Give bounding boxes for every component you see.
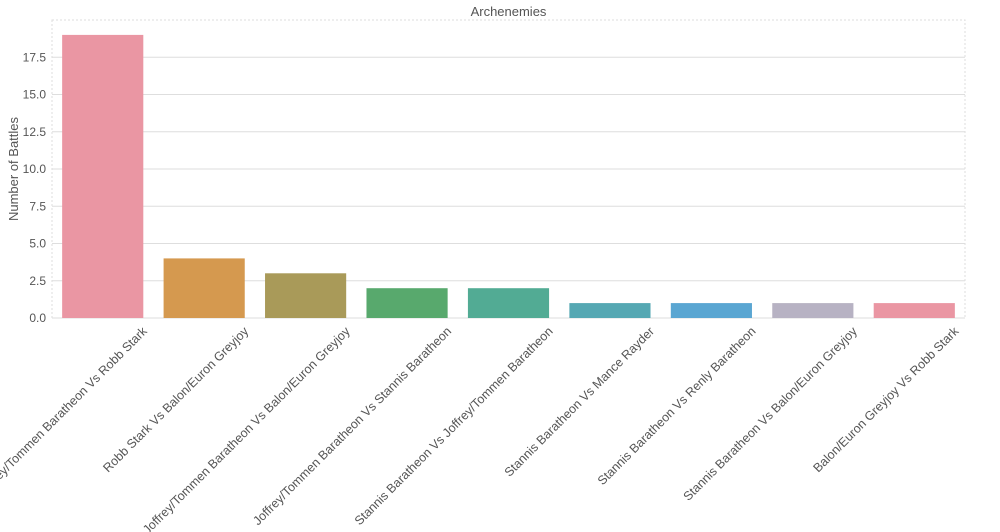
y-axis-ticks: 0.0 2.5 5.0 7.5 10.0 12.5 15.0 17.5 bbox=[23, 50, 47, 325]
x-axis-ticks: Joffrey/Tommen Baratheon Vs Robb StarkRo… bbox=[0, 324, 962, 532]
x-tick-label: Stannis Baratheon Vs Renly Baratheon bbox=[595, 324, 759, 488]
x-tick-label: Stannis Baratheon Vs Balon/Euron Greyjoy bbox=[681, 324, 861, 504]
y-tick-label: 5.0 bbox=[29, 237, 46, 251]
bar bbox=[62, 34, 144, 319]
x-tick-label: Stannis Baratheon Vs Joffrey/Tommen Bara… bbox=[352, 324, 556, 528]
bar bbox=[163, 258, 245, 318]
bar bbox=[467, 288, 550, 318]
y-tick-label: 0.0 bbox=[29, 311, 46, 325]
y-axis-label: Number of Battles bbox=[6, 116, 21, 221]
bar bbox=[569, 303, 651, 318]
y-tick-label: 17.5 bbox=[23, 50, 47, 64]
y-tick-label: 7.5 bbox=[29, 199, 46, 213]
bar bbox=[873, 303, 955, 318]
y-tick-label: 12.5 bbox=[23, 125, 47, 139]
chart-title: Archenemies bbox=[471, 4, 547, 19]
x-tick-label: Joffrey/Tommen Baratheon Vs Stannis Bara… bbox=[250, 324, 454, 528]
bar bbox=[265, 273, 347, 318]
y-tick-label: 10.0 bbox=[23, 162, 47, 176]
x-tick-label: Joffrey/Tommen Baratheon Vs Balon/Euron … bbox=[140, 324, 353, 532]
bar bbox=[772, 303, 854, 318]
x-tick-label: Joffrey/Tommen Baratheon Vs Robb Stark bbox=[0, 324, 150, 500]
bar bbox=[670, 303, 752, 318]
y-tick-label: 15.0 bbox=[23, 88, 47, 102]
bars bbox=[62, 34, 955, 319]
y-tick-label: 2.5 bbox=[29, 274, 46, 288]
bar bbox=[366, 288, 448, 318]
